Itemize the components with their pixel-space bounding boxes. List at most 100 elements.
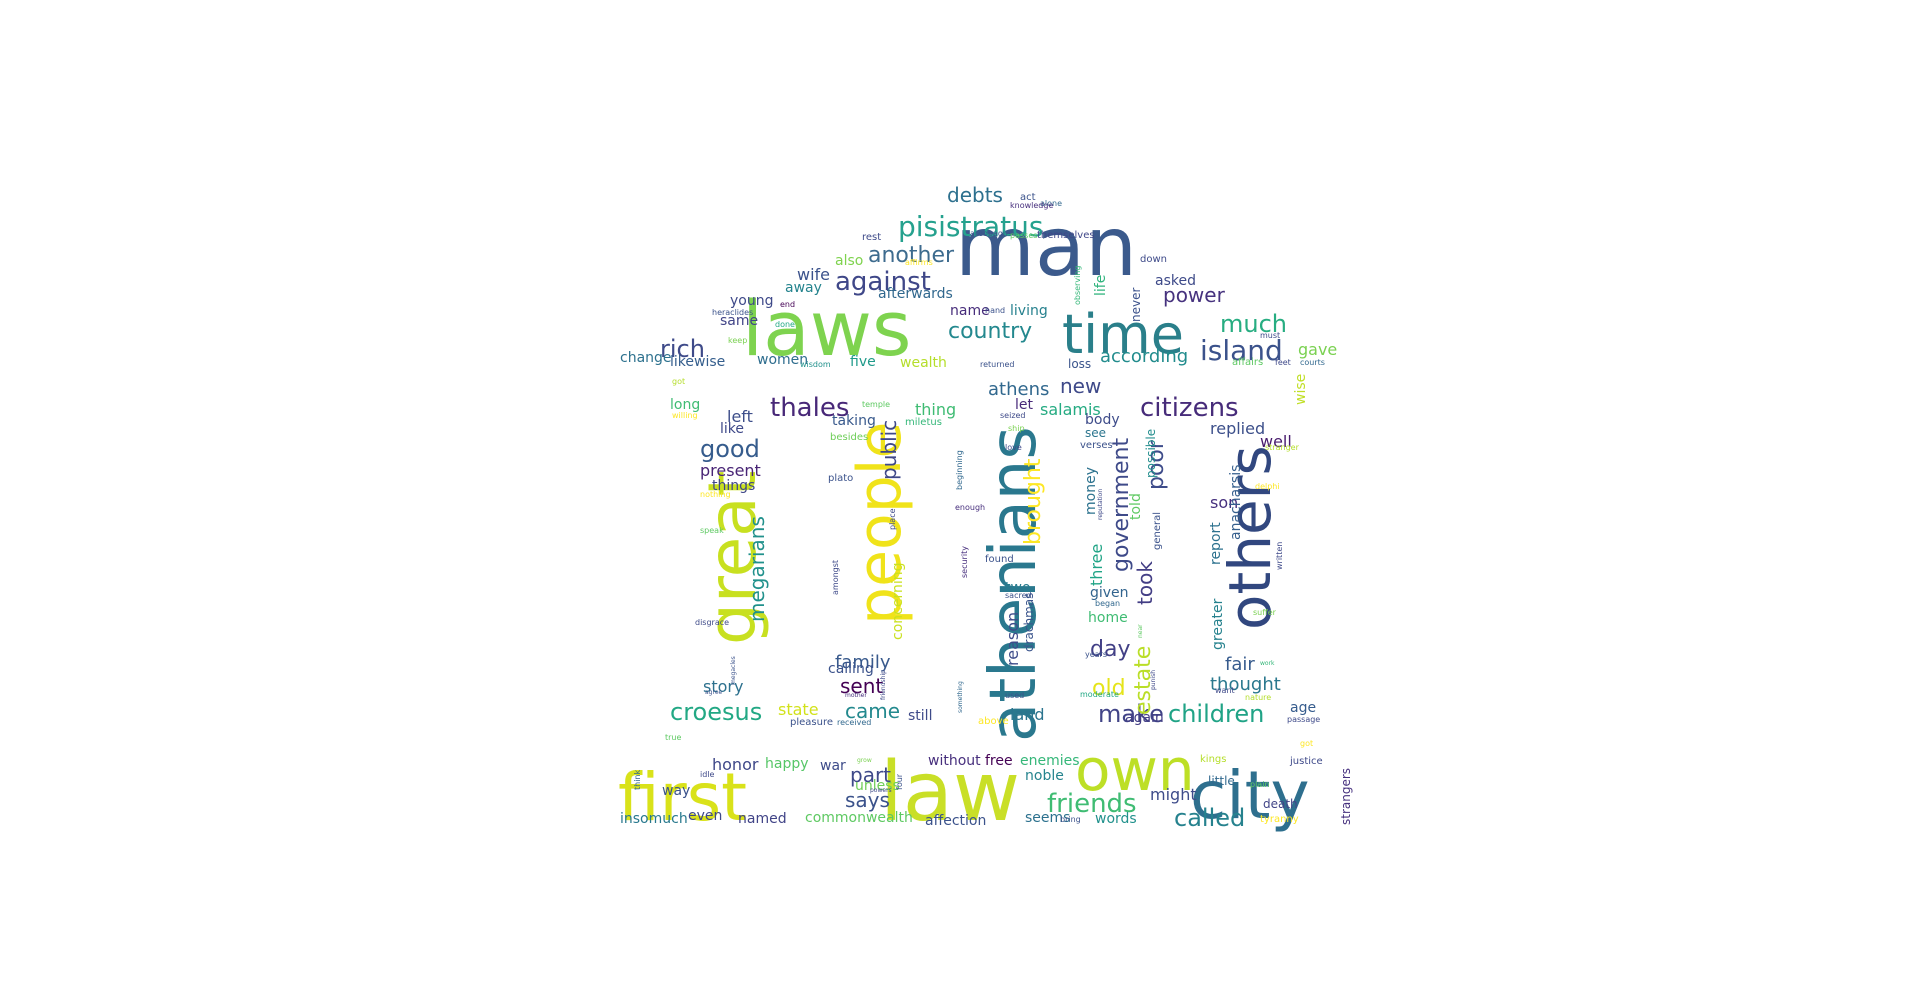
word-began: began — [1095, 599, 1120, 608]
word-must: must — [1260, 331, 1280, 340]
word-heraclides: heraclides — [712, 308, 753, 317]
word-concerning: concerning — [890, 563, 906, 640]
word-years: years — [1085, 650, 1107, 659]
word-long: long — [670, 397, 700, 413]
word-rest: rest — [862, 232, 881, 243]
word-reason: reason — [1003, 612, 1022, 666]
word-used: used — [1005, 691, 1024, 700]
word-unless: unless — [855, 778, 900, 794]
word-own: own — [1075, 736, 1195, 804]
word-got: got — [1300, 739, 1313, 748]
word-present: present — [700, 461, 761, 480]
word-disgrace: disgrace — [695, 618, 729, 627]
word-home: home — [1088, 610, 1128, 626]
word-island: island — [1200, 334, 1283, 367]
word-megacles: megacles — [730, 656, 737, 685]
word-athens: athens — [988, 379, 1049, 400]
word-laws: laws — [742, 284, 911, 373]
word-wisdom: wisdom — [800, 360, 831, 369]
word-fair: fair — [1225, 654, 1255, 675]
word-found: found — [985, 554, 1014, 565]
word-affection: affection — [925, 813, 986, 829]
word-children: children — [1168, 700, 1264, 728]
word-called: called — [1174, 804, 1245, 832]
word-death: death — [1263, 797, 1298, 811]
word-calling: calling — [828, 661, 874, 677]
word-alone: alone — [1040, 199, 1062, 208]
word-others: others — [1216, 445, 1284, 630]
word-given: given — [1090, 585, 1129, 601]
word-women: women — [757, 352, 808, 368]
word-enemies: enemies — [1020, 753, 1080, 769]
word-little: little — [1208, 774, 1235, 788]
word-even: even — [688, 808, 722, 824]
word-insomuch: insomuch — [620, 811, 688, 827]
word-good: good — [700, 435, 760, 463]
word-estate: estate — [1131, 646, 1156, 715]
word-wealth: wealth — [900, 355, 947, 371]
word-croesus: croesus — [670, 698, 762, 726]
word-rich: rich — [660, 335, 705, 363]
word-end: end — [780, 300, 795, 309]
word-amongst: amongst — [831, 560, 840, 595]
word-above: above — [978, 716, 1009, 727]
word-left: left — [727, 407, 753, 426]
word-pisistratus: pisistratus — [898, 210, 1043, 243]
word-citizens: citizens — [1140, 393, 1239, 423]
word-body: body — [1085, 412, 1120, 428]
word-let: let — [1015, 397, 1034, 413]
word-knowledge: knowledge — [1010, 201, 1053, 210]
word-according: according — [1100, 346, 1188, 367]
word-powers: powers — [870, 787, 892, 794]
word-four: four — [895, 773, 904, 790]
word-make: make — [1098, 700, 1164, 728]
word-money: money — [1083, 467, 1099, 515]
word-replied: replied — [1210, 419, 1265, 438]
word-time: time — [1062, 303, 1184, 366]
word-young: young — [730, 293, 773, 309]
word-might: might — [1150, 785, 1197, 804]
word-enough: enough — [955, 503, 985, 512]
word-loss: loss — [1068, 357, 1091, 371]
word-want: want — [1215, 686, 1235, 695]
word-likewise: likewise — [670, 354, 725, 370]
word-greater: greater — [1210, 598, 1226, 650]
word-punish: punish — [1150, 670, 1157, 690]
word-power: power — [1163, 283, 1226, 307]
word-returned: returned — [980, 360, 1014, 369]
word-land: land — [1010, 705, 1045, 724]
word-thales: thales — [770, 393, 849, 423]
word-man: man — [955, 200, 1137, 295]
word-first: first — [618, 759, 747, 836]
word-great: great — [694, 470, 771, 645]
word-athenians: athenians — [977, 426, 1051, 742]
word-says: says — [845, 788, 890, 812]
word-down: down — [1140, 254, 1167, 265]
word-moderate: moderate — [1080, 690, 1119, 699]
word-day: day — [1090, 637, 1130, 662]
word-strangers: strangers — [1339, 768, 1353, 825]
word-against: against — [835, 267, 931, 297]
word-delphi: delphi — [1255, 482, 1280, 491]
word-act: act — [1020, 192, 1036, 203]
word-five: five — [850, 354, 876, 370]
word-old: old — [1092, 676, 1126, 701]
word-free: free — [985, 753, 1013, 769]
word-like: like — [720, 421, 744, 437]
word-took: took — [1133, 561, 1157, 605]
word-ship: ship — [1008, 424, 1025, 433]
word-friends: friends — [1047, 789, 1137, 819]
word-named: named — [738, 811, 787, 827]
word-areopagus: areopagus — [970, 229, 1012, 238]
word-living: living — [1010, 303, 1048, 319]
word-speak: speak — [700, 526, 724, 535]
word-grow: grow — [857, 757, 872, 764]
word-got: got — [672, 377, 685, 386]
word-three: three — [1087, 544, 1106, 586]
word-never: never — [1129, 288, 1143, 322]
word-justice: justice — [1289, 756, 1323, 767]
word-brought: brought — [1021, 458, 1046, 545]
word-well: well — [1260, 432, 1292, 451]
word-wife: wife — [797, 265, 830, 284]
